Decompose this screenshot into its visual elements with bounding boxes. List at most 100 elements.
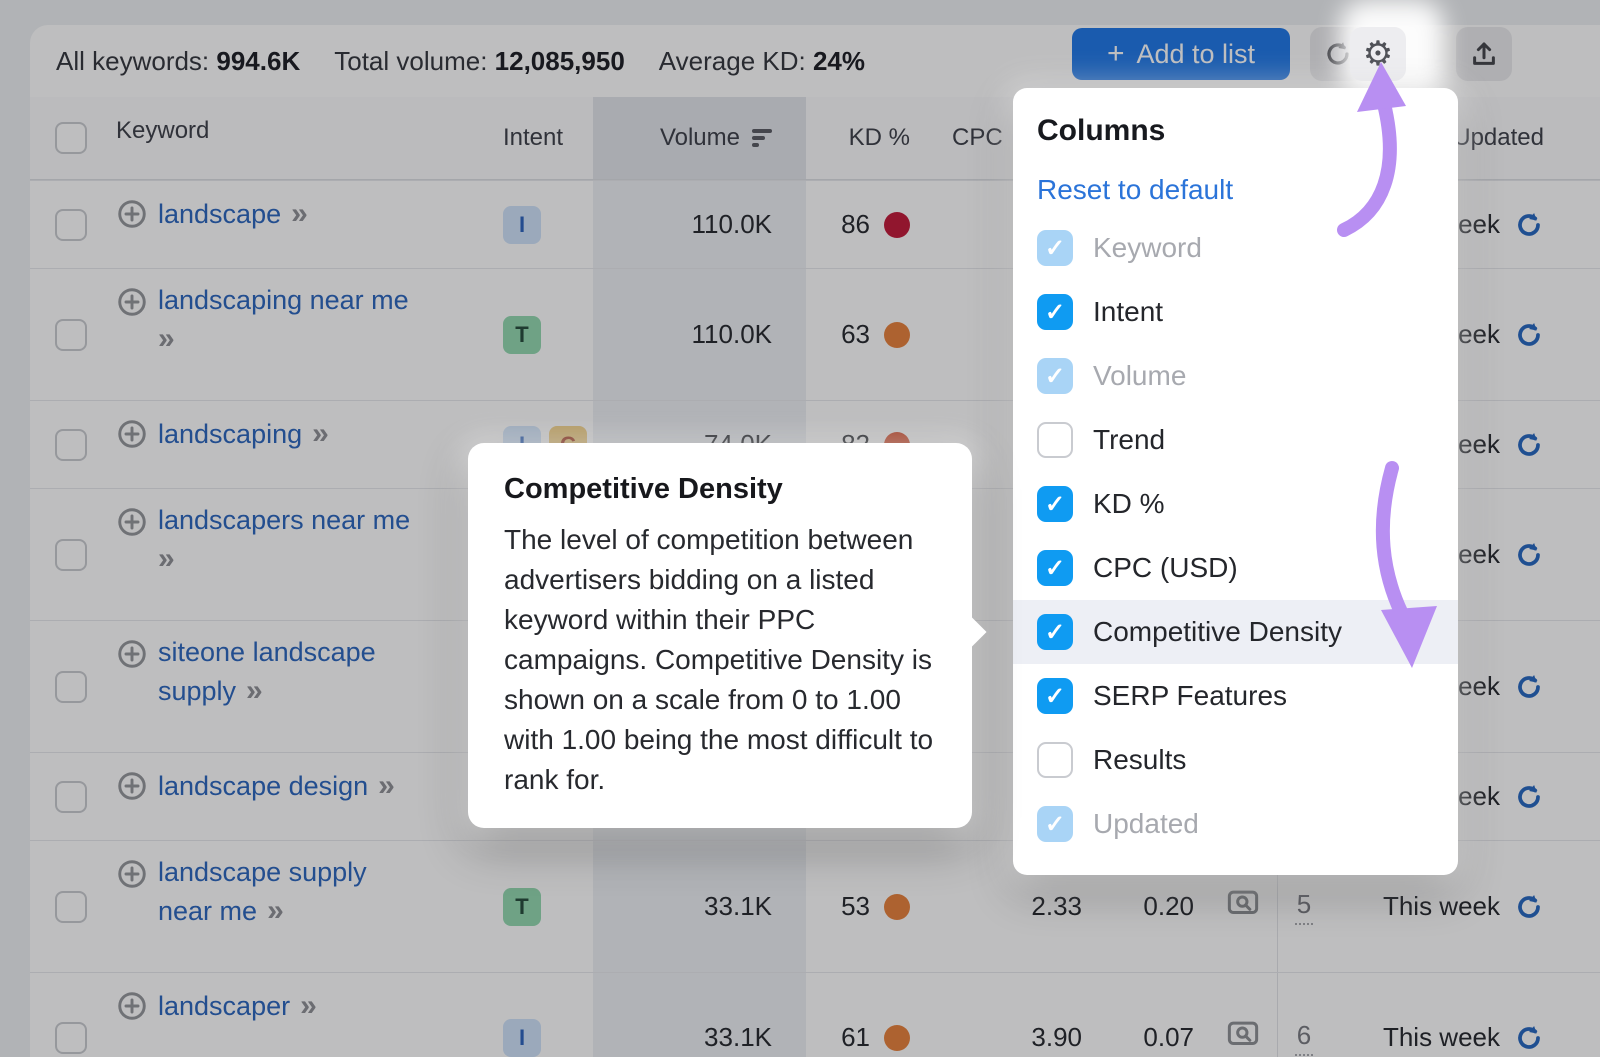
checkbox-checked[interactable]: ✓	[1037, 486, 1073, 522]
row-checkbox[interactable]	[55, 890, 87, 923]
intent-cell: I	[487, 973, 593, 1057]
row-select-cell	[30, 489, 112, 620]
open-keyword-chevron-icon[interactable]: »	[246, 674, 263, 707]
add-keyword-icon[interactable]	[116, 770, 148, 809]
row-checkbox[interactable]	[55, 318, 87, 351]
checkbox-checked[interactable]: ✓	[1037, 678, 1073, 714]
row-checkbox[interactable]	[55, 208, 87, 241]
update-refresh-icon[interactable]	[1514, 782, 1544, 812]
add-keyword-icon[interactable]	[116, 418, 148, 457]
open-keyword-chevron-icon[interactable]: »	[300, 989, 317, 1022]
row-checkbox[interactable]	[55, 780, 87, 813]
column-toggle-competitive-density[interactable]: ✓ Competitive Density	[1013, 600, 1458, 664]
volume-cell: 33.1K	[593, 841, 806, 972]
checkbox-checked-disabled[interactable]: ✓	[1037, 230, 1073, 266]
update-refresh-icon[interactable]	[1514, 540, 1544, 570]
keyword-link[interactable]: landscape supply	[158, 857, 367, 887]
volume-cell: 33.1K	[593, 973, 806, 1057]
stats-bar: All keywords: 994.6K Total volume: 12,08…	[30, 25, 1600, 97]
column-toggle-trend[interactable]: Trend	[1013, 408, 1458, 472]
keyword-wrap: siteone landscape supply»	[116, 635, 376, 708]
update-refresh-icon[interactable]	[1514, 672, 1544, 702]
reset-to-default-link[interactable]: Reset to default	[1037, 174, 1234, 205]
row-select-cell	[30, 841, 112, 972]
columns-panel: Columns Reset to default ✓ Keyword ✓ Intent…	[1013, 88, 1458, 875]
update-refresh-icon[interactable]	[1514, 430, 1544, 460]
export-icon	[1469, 39, 1499, 69]
col-header-keyword[interactable]: Keyword	[116, 117, 210, 144]
intent-badge-t: T	[503, 887, 541, 926]
checkbox-checked[interactable]: ✓	[1037, 550, 1073, 586]
add-to-list-button[interactable]: + Add to list	[1072, 28, 1290, 80]
serp-count-value[interactable]: 6	[1294, 1020, 1314, 1056]
intent-cell: T	[487, 841, 593, 972]
kd-difficulty-dot	[884, 321, 910, 348]
checkbox-checked[interactable]: ✓	[1037, 294, 1073, 330]
add-keyword-icon[interactable]	[116, 286, 148, 356]
kd-difficulty-dot	[884, 211, 910, 238]
keyword-wrap: landscape supply near me»	[116, 855, 367, 928]
row-checkbox[interactable]	[55, 1021, 87, 1054]
column-toggle-label: Results	[1093, 744, 1187, 775]
add-keyword-icon[interactable]	[116, 638, 148, 708]
column-toggle-kd-[interactable]: ✓ KD %	[1013, 472, 1458, 536]
col-header-intent[interactable]: Intent	[503, 124, 564, 151]
col-header-cpc[interactable]: CPC	[952, 124, 1003, 151]
stat-average-kd: Average KD: 24%	[658, 45, 866, 76]
keyword-link[interactable]: near me»	[158, 894, 284, 927]
update-refresh-icon[interactable]	[1514, 1023, 1544, 1053]
open-keyword-chevron-icon[interactable]: »	[267, 894, 284, 927]
row-checkbox[interactable]	[55, 670, 87, 703]
open-keyword-chevron-icon[interactable]: »	[158, 542, 175, 575]
col-header-volume[interactable]: Volume	[593, 97, 806, 179]
keyword-link[interactable]: landscape»	[158, 197, 308, 230]
add-keyword-icon[interactable]	[116, 198, 148, 237]
open-keyword-chevron-icon[interactable]: »	[291, 197, 308, 230]
col-header-kd[interactable]: KD %	[848, 124, 910, 151]
kd-difficulty-dot	[884, 893, 910, 920]
column-toggle-serp-features[interactable]: ✓ SERP Features	[1013, 664, 1458, 728]
keyword-link[interactable]: siteone landscape	[158, 637, 376, 667]
row-select-cell	[30, 753, 112, 840]
open-keyword-chevron-icon[interactable]: »	[158, 322, 175, 355]
checkbox-unchecked[interactable]	[1037, 742, 1073, 778]
keyword-link[interactable]: landscaping»	[158, 417, 329, 450]
keyword-link[interactable]: »	[158, 542, 410, 576]
keyword-link[interactable]: »	[158, 322, 409, 356]
keyword-text: landscape»	[158, 195, 308, 237]
keyword-link[interactable]: landscape design»	[158, 769, 395, 802]
keyword-link[interactable]: landscaping near me	[158, 285, 409, 315]
column-toggle-keyword[interactable]: ✓ Keyword	[1013, 216, 1458, 280]
row-checkbox[interactable]	[55, 428, 87, 461]
col-header-updated[interactable]: Updated	[1453, 124, 1544, 151]
add-keyword-icon[interactable]	[116, 506, 148, 576]
column-toggle-results[interactable]: Results	[1013, 728, 1458, 792]
open-keyword-chevron-icon[interactable]: »	[378, 769, 395, 802]
select-all-checkbox[interactable]	[55, 122, 87, 154]
update-refresh-icon[interactable]	[1514, 210, 1544, 240]
checkbox-checked[interactable]: ✓	[1037, 614, 1073, 650]
tooltip-body: The level of competition between adverti…	[504, 524, 934, 795]
export-button[interactable]	[1456, 27, 1512, 81]
keyword-link[interactable]: landscapers near me	[158, 505, 411, 535]
add-keyword-icon[interactable]	[116, 858, 148, 928]
checkbox-checked-disabled[interactable]: ✓	[1037, 806, 1073, 842]
checkbox-unchecked[interactable]	[1037, 422, 1073, 458]
open-keyword-chevron-icon[interactable]: »	[312, 417, 329, 450]
update-refresh-icon[interactable]	[1514, 320, 1544, 350]
column-toggle-cpc-usd-[interactable]: ✓ CPC (USD)	[1013, 536, 1458, 600]
column-toggle-updated[interactable]: ✓ Updated	[1013, 792, 1458, 856]
row-checkbox[interactable]	[55, 538, 87, 571]
checkbox-checked-disabled[interactable]: ✓	[1037, 358, 1073, 394]
column-toggle-volume[interactable]: ✓ Volume	[1013, 344, 1458, 408]
settings-gear-button[interactable]: ⚙	[1350, 27, 1406, 81]
update-refresh-icon[interactable]	[1514, 892, 1544, 922]
column-toggle-intent[interactable]: ✓ Intent	[1013, 280, 1458, 344]
serp-count-value[interactable]: 5	[1294, 889, 1314, 925]
stat-all-keywords: All keywords: 994.6K	[56, 45, 301, 76]
keyword-link[interactable]: supply»	[158, 674, 263, 707]
keyword-link[interactable]: landscaper»	[158, 989, 317, 1022]
cpc-cell: 2.33	[1031, 891, 1082, 921]
add-keyword-icon[interactable]	[116, 990, 148, 1029]
stat-total-volume: Total volume: 12,085,950	[334, 45, 625, 76]
